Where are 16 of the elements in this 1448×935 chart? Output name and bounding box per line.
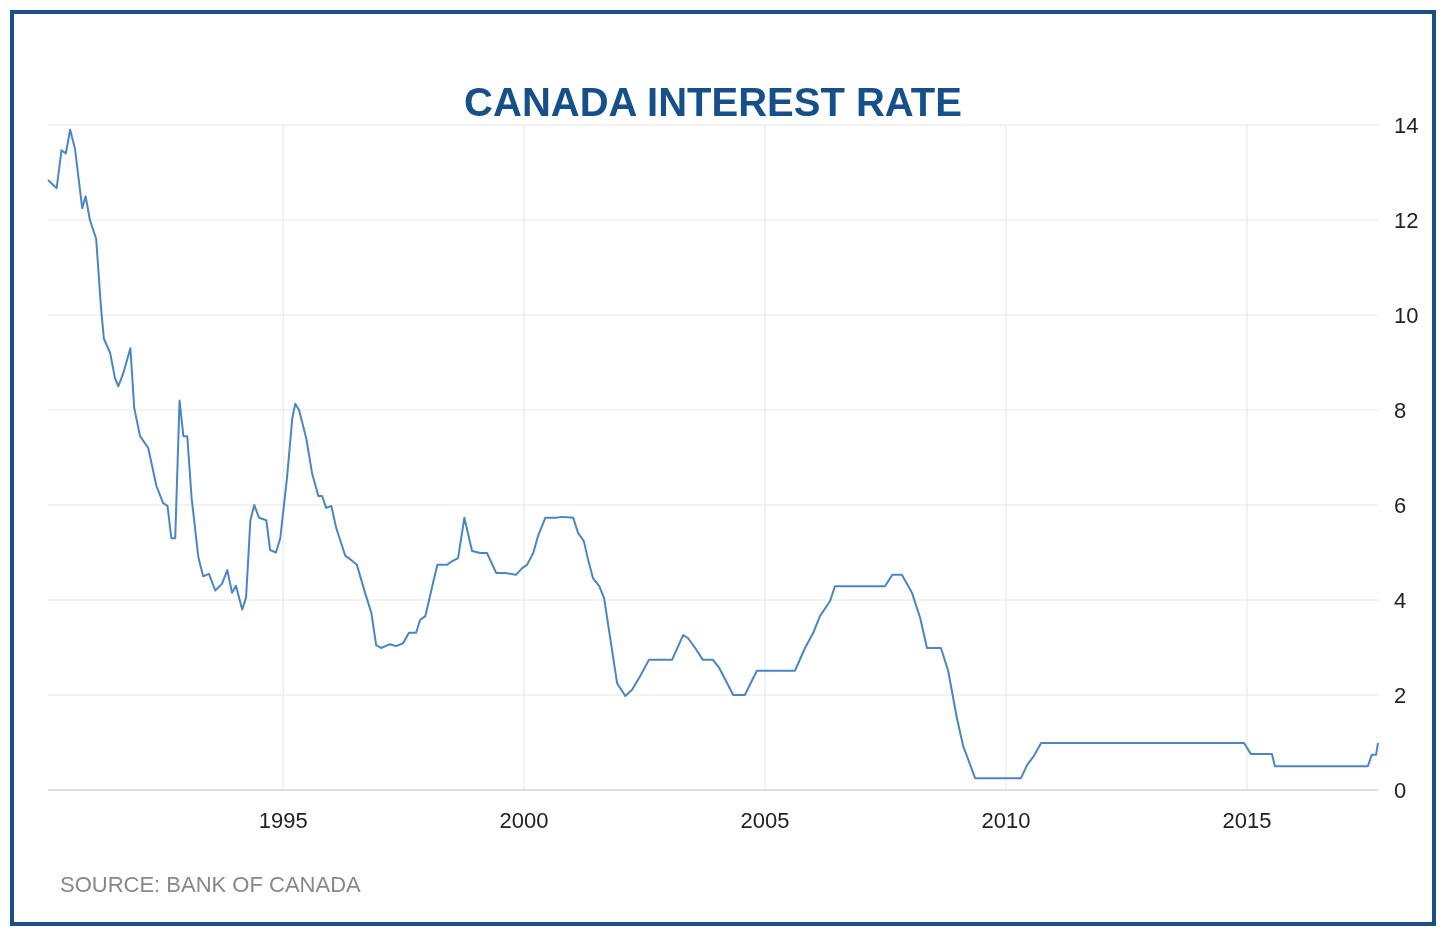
y-tick-label: 4 [1394, 588, 1407, 613]
x-tick-label: 2005 [740, 808, 790, 833]
y-tick-label: 6 [1394, 493, 1407, 518]
y-tick-label: 12 [1394, 208, 1419, 233]
x-tick-label: 1995 [258, 808, 308, 833]
source-note: SOURCE: BANK OF CANADA [60, 872, 362, 897]
y-tick-label: 8 [1394, 398, 1407, 423]
y-tick-label: 14 [1394, 113, 1419, 138]
line-series [47, 128, 1379, 780]
y-tick-label: 2 [1394, 683, 1407, 708]
y-tick-label: 10 [1394, 303, 1419, 328]
y-tick-label: 0 [1394, 778, 1407, 803]
x-tick-label: 2000 [499, 808, 549, 833]
x-tick-label: 2010 [981, 808, 1031, 833]
chart-title: CANADA INTEREST RATE [464, 80, 962, 124]
x-tick-label: 2015 [1222, 808, 1272, 833]
